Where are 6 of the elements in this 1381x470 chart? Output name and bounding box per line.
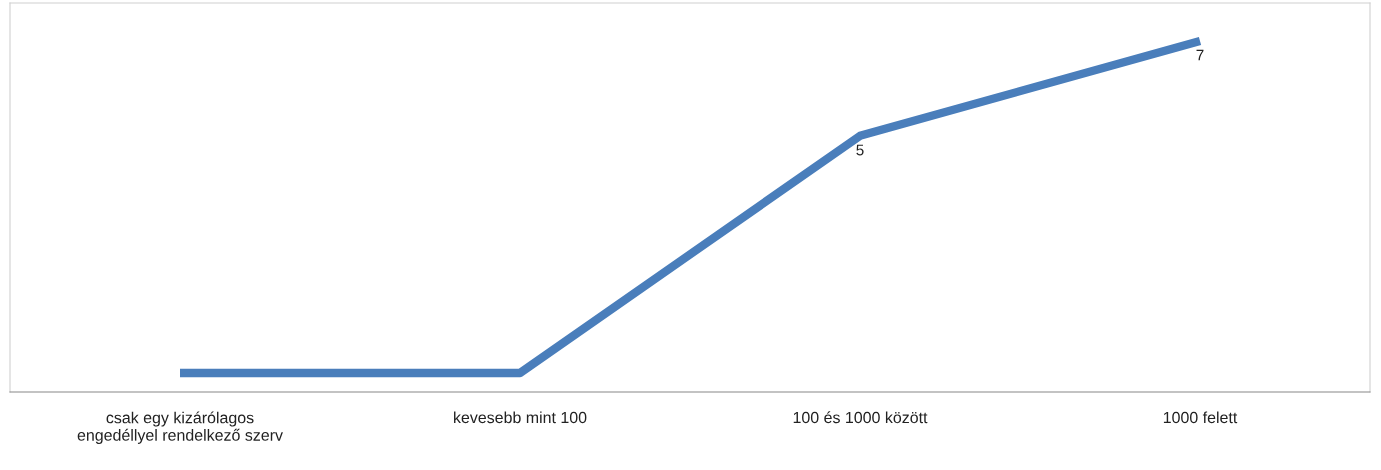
data-label: 5	[856, 144, 864, 156]
x-tick-label: 100 és 1000 között	[793, 411, 928, 424]
data-label: 7	[1196, 49, 1204, 61]
x-tick-label: 1000 felett	[1163, 411, 1238, 424]
x-tick-label: kevesebb mint 100	[454, 411, 587, 424]
x-tick-label: csak egy kizárólagos engedéllyel rendelkező szerv	[77, 411, 283, 444]
